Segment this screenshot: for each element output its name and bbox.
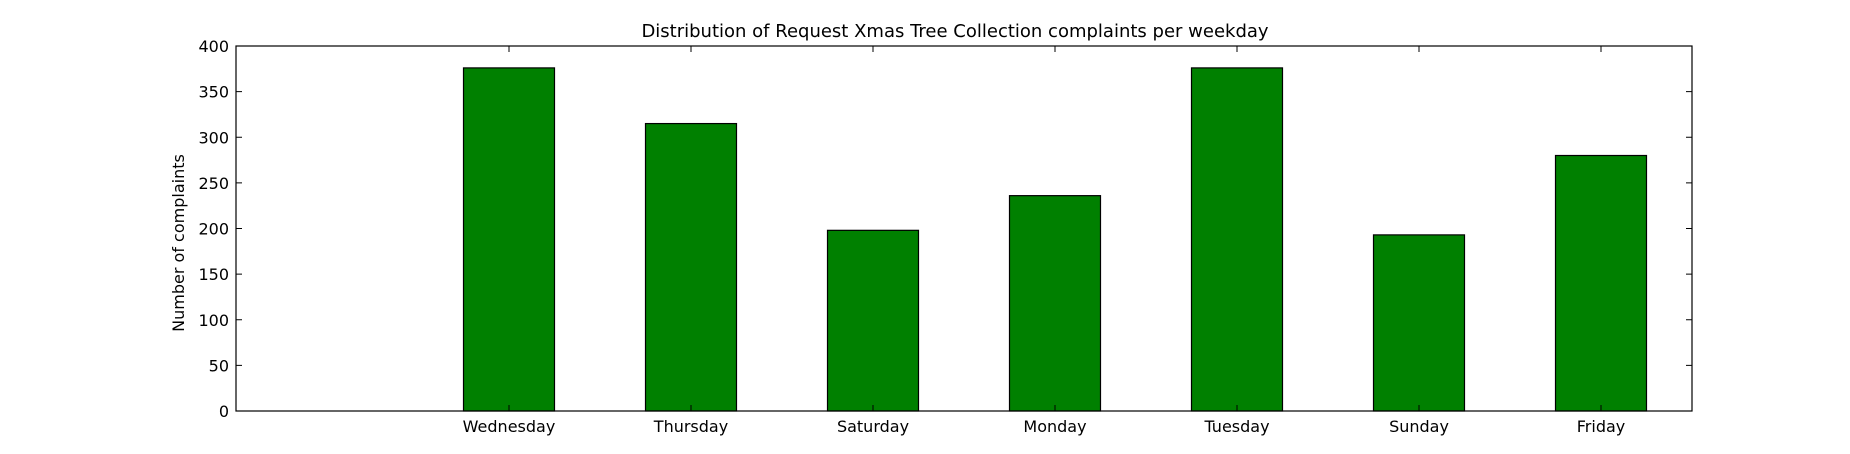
y-tick-label: 0 bbox=[219, 402, 229, 421]
y-tick-label: 400 bbox=[198, 37, 229, 56]
y-tick-label: 200 bbox=[198, 220, 229, 239]
x-tick-label: Monday bbox=[1023, 417, 1086, 436]
bar-tuesday bbox=[1190, 67, 1284, 412]
x-tick-label: Wednesday bbox=[463, 417, 556, 436]
y-tick-label: 350 bbox=[198, 83, 229, 102]
bar-friday bbox=[1554, 154, 1648, 412]
y-tick-label: 300 bbox=[198, 128, 229, 147]
x-tick-label: Saturday bbox=[837, 417, 909, 436]
x-tick-label: Friday bbox=[1577, 417, 1626, 436]
y-tick-label: 50 bbox=[209, 356, 229, 375]
x-tick-label: Tuesday bbox=[1203, 417, 1269, 436]
bar-sunday bbox=[1372, 234, 1466, 412]
ticks-layer: Wednesday Thursday Saturday Monday Tuesday Su… bbox=[198, 37, 1692, 436]
bars-layer bbox=[462, 67, 1648, 412]
plot-frame bbox=[235, 45, 1693, 412]
bar-saturday bbox=[826, 229, 920, 412]
y-axis-label: Number of complaints bbox=[169, 154, 188, 332]
chart-title: Distribution of Request Xmas Tree Collec… bbox=[641, 21, 1268, 42]
y-tick-label: 150 bbox=[198, 265, 229, 284]
bar-wednesday bbox=[462, 67, 556, 412]
y-tick-label: 250 bbox=[198, 174, 229, 193]
x-tick-label: Sunday bbox=[1389, 417, 1449, 436]
y-tick-label: 100 bbox=[198, 311, 229, 330]
bar-monday bbox=[1008, 195, 1102, 412]
x-tick-label: Thursday bbox=[653, 417, 728, 436]
bar-thursday bbox=[644, 122, 738, 412]
